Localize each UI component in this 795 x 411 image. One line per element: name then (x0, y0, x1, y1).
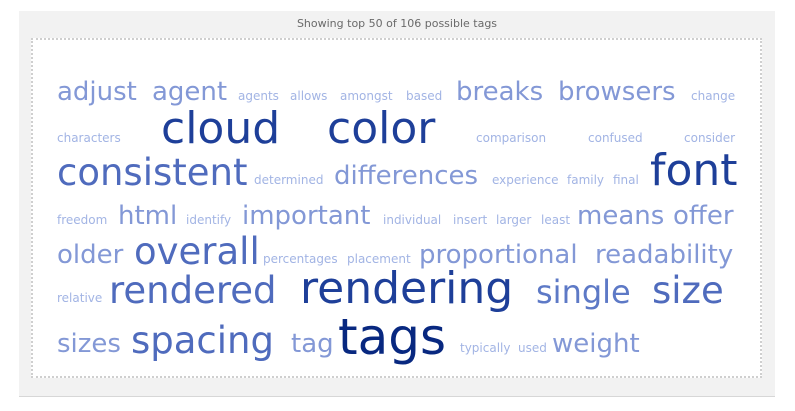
tag-insert[interactable]: insert (453, 213, 488, 228)
tag-identify[interactable]: identify (186, 213, 232, 228)
tag-important[interactable]: important (242, 201, 371, 232)
tag-individual[interactable]: individual (383, 213, 442, 228)
tag-cloud: adjust agent agents allows amongst based break… (31, 38, 762, 378)
tag-determined[interactable]: determined (254, 173, 324, 188)
tag-comparison[interactable]: comparison (476, 131, 547, 146)
tag-percentages[interactable]: percentages (263, 252, 338, 267)
tag-color[interactable]: color (327, 102, 436, 154)
tag-least[interactable]: least (541, 213, 571, 228)
tag-older[interactable]: older (57, 240, 124, 271)
tag-rendered[interactable]: rendered (109, 269, 277, 313)
tag-weight[interactable]: weight (552, 329, 640, 360)
tag-agent[interactable]: agent (152, 77, 228, 108)
tag-overall[interactable]: overall (134, 230, 260, 274)
tag-based[interactable]: based (406, 89, 443, 104)
tag-family[interactable]: family (567, 173, 605, 188)
tag-characters[interactable]: characters (57, 131, 121, 146)
tag-size[interactable]: size (652, 269, 724, 313)
tag-single[interactable]: single (536, 273, 631, 312)
tag-breaks[interactable]: breaks (456, 77, 544, 108)
tag-amongst[interactable]: amongst (340, 89, 393, 104)
tag-rendering[interactable]: rendering (300, 262, 514, 314)
tag-larger[interactable]: larger (496, 213, 532, 228)
tag-change[interactable]: change (691, 89, 736, 104)
tag-cloud-panel: Showing top 50 of 106 possible tags adju… (19, 11, 775, 397)
tag-cloud[interactable]: cloud (161, 102, 281, 154)
tag-differences[interactable]: differences (334, 161, 479, 192)
tag-tag[interactable]: tag (291, 329, 334, 360)
tag-html[interactable]: html (118, 201, 178, 232)
tag-means[interactable]: means (577, 201, 665, 232)
tag-used[interactable]: used (518, 341, 547, 356)
tag-browsers[interactable]: browsers (558, 77, 676, 108)
tag-allows[interactable]: allows (290, 89, 328, 104)
tag-consider[interactable]: consider (684, 131, 736, 146)
tag-font[interactable]: font (650, 144, 738, 196)
tag-tags[interactable]: tags (338, 308, 447, 366)
tag-agents[interactable]: agents (238, 89, 279, 104)
tag-count-header: Showing top 50 of 106 possible tags (296, 17, 498, 30)
tag-final[interactable]: final (613, 173, 639, 188)
tag-adjust[interactable]: adjust (57, 77, 137, 108)
tag-proportional[interactable]: proportional (419, 240, 578, 271)
tag-confused[interactable]: confused (588, 131, 643, 146)
tag-readability[interactable]: readability (595, 240, 734, 271)
tag-offer[interactable]: offer (673, 201, 734, 232)
tag-sizes[interactable]: sizes (57, 329, 121, 360)
tag-consistent[interactable]: consistent (57, 151, 248, 195)
tag-freedom[interactable]: freedom (57, 213, 108, 228)
tag-spacing[interactable]: spacing (131, 319, 274, 363)
tag-placement[interactable]: placement (347, 252, 411, 267)
tag-experience[interactable]: experience (492, 173, 559, 188)
tag-typically[interactable]: typically (460, 341, 511, 356)
tag-relative[interactable]: relative (57, 291, 103, 306)
